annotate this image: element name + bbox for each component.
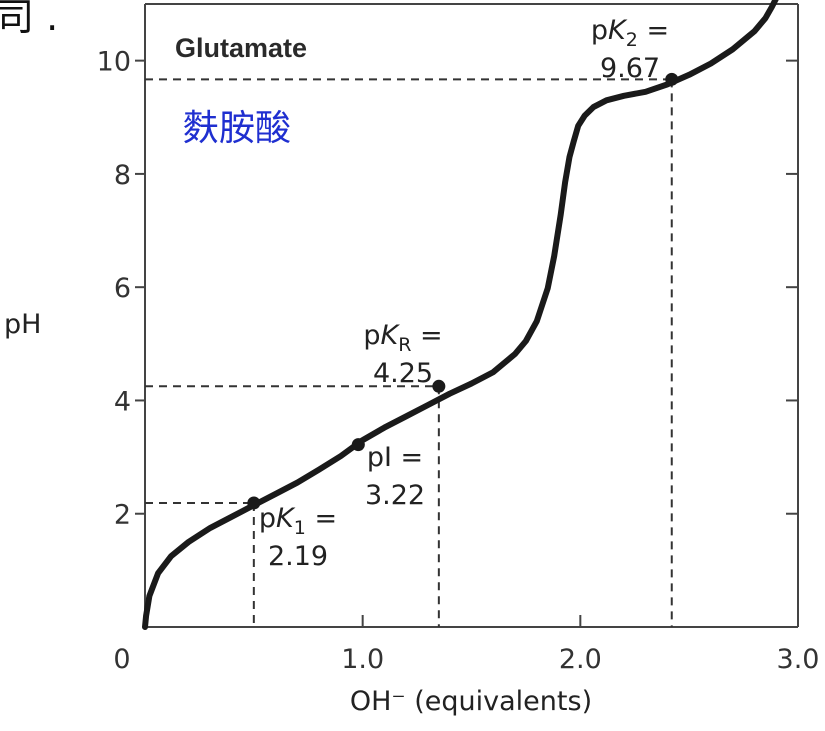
label-pK1-name: pK1 = bbox=[259, 503, 337, 539]
x-axis-ticks: 0 1.0 2.0 3.0 bbox=[113, 615, 819, 675]
y-tick-label: 8 bbox=[114, 160, 131, 191]
titration-curve bbox=[142, 0, 779, 630]
x-axis-label: OH⁻ (equivalents) bbox=[350, 686, 592, 717]
x-tick-label: 1.0 bbox=[341, 644, 384, 675]
y-tick-label: 4 bbox=[114, 386, 131, 417]
point-pK1 bbox=[247, 496, 261, 510]
guide-lines bbox=[145, 78, 673, 627]
label-pI-name: pI = bbox=[367, 442, 423, 473]
point-pK2 bbox=[665, 72, 679, 86]
label-pK1-value: 2.19 bbox=[268, 541, 328, 572]
y-axis-ticks: 2 4 6 8 10 bbox=[97, 47, 798, 531]
x-tick-label: 2.0 bbox=[559, 644, 602, 675]
equivalence-points bbox=[247, 72, 679, 510]
label-pKR-value: 4.25 bbox=[373, 358, 433, 389]
x-tick-label: 0 bbox=[113, 644, 130, 675]
y-tick-label: 2 bbox=[114, 500, 131, 531]
y-axis-label: pH bbox=[4, 309, 41, 340]
point-labels: pK1 =2.19 pI = 3.22 pKR =4.25 pK2 =9.67 bbox=[259, 15, 669, 572]
corner-fragment: 司 . bbox=[0, 0, 58, 39]
y-tick-label: 10 bbox=[97, 47, 131, 78]
chinese-annotation: 麩胺酸 bbox=[183, 108, 291, 149]
x-tick-label: 3.0 bbox=[777, 644, 820, 675]
label-pI-value: 3.22 bbox=[365, 480, 425, 511]
chart-title: Glutamate bbox=[175, 33, 307, 63]
label-pK2-value: 9.67 bbox=[600, 53, 660, 84]
point-pI bbox=[351, 438, 365, 452]
label-pKR-name: pKR = bbox=[363, 320, 442, 356]
label-pK2-name: pK2 = bbox=[591, 15, 669, 51]
point-pKR bbox=[432, 379, 446, 393]
y-tick-label: 6 bbox=[114, 273, 131, 304]
plot-frame bbox=[144, 3, 799, 628]
